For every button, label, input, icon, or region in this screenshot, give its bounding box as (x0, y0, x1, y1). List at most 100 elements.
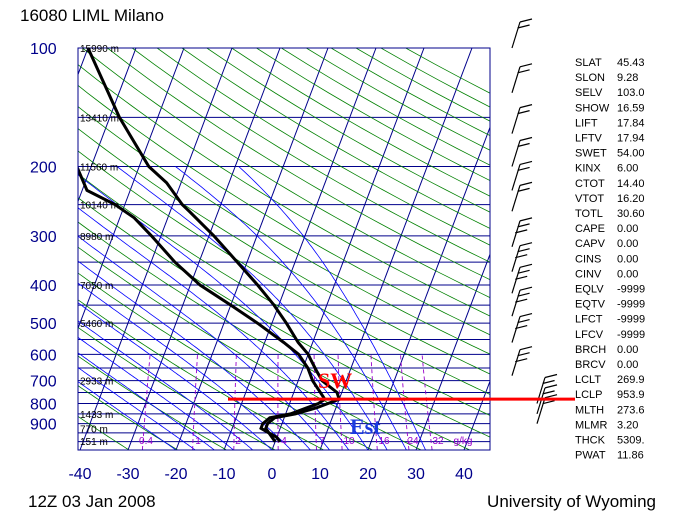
index-value: 3.20 (617, 419, 638, 431)
moist-adiabat (78, 282, 292, 450)
wind-barb-staff (511, 140, 521, 167)
temperature-tick-label: 10 (311, 466, 329, 483)
index-name: CAPV (575, 238, 606, 250)
height-label: 5460 m (80, 319, 113, 330)
wind-barb-feather (544, 384, 558, 389)
index-name: SLAT (575, 57, 602, 69)
wind-barb-feather (519, 263, 533, 268)
wind-barb (511, 217, 533, 248)
isotherm-line (367, 125, 490, 450)
index-value: 16.20 (617, 193, 645, 205)
wind-barb-feather (517, 24, 530, 29)
pressure-tick-label: 400 (30, 278, 57, 295)
index-value: 14.40 (617, 178, 645, 190)
index-name: TOTL (575, 208, 603, 220)
moist-adiabat (78, 260, 311, 450)
index-name: CTOT (575, 178, 605, 190)
wind-barb-feather (519, 181, 533, 186)
dry-adiabat (131, 48, 490, 263)
wind-barb-feather (519, 312, 533, 318)
mixing-ratio-label: 1 (195, 436, 201, 447)
moist-adiabat (78, 367, 196, 450)
index-value: 11.86 (617, 450, 644, 462)
mixing-ratio-label: 7 (319, 436, 325, 447)
index-name: BRCH (575, 344, 606, 356)
wind-barb-feather (542, 379, 555, 385)
wind-barb-staff (511, 316, 521, 343)
station-title: 16080 LIML Milano (20, 6, 164, 25)
wind-barb (511, 63, 533, 94)
wind-barb-feather (517, 69, 530, 74)
wind-barb-staff (511, 66, 521, 94)
index-value: 45.43 (617, 57, 645, 69)
isotherm-line (175, 48, 329, 450)
dry-adiabat (78, 84, 490, 336)
est-label: Est (350, 414, 381, 439)
isotherm-line (78, 48, 137, 203)
temperature-tick-label: 40 (455, 466, 473, 483)
pressure-tick-label: 200 (30, 160, 57, 177)
index-value: 17.94 (617, 133, 645, 145)
moist-adiabat (116, 166, 388, 450)
wind-barb-feather (515, 298, 528, 303)
wind-barb (511, 242, 533, 272)
index-value: -9999 (617, 299, 645, 311)
mixing-ratio-label: g/kg (454, 436, 473, 447)
index-name: SWET (575, 148, 607, 160)
isotherm-line (79, 48, 233, 450)
wind-barb-staff (536, 387, 546, 415)
dry-adiabat (78, 246, 422, 450)
index-value: 953.9 (617, 389, 645, 401)
dry-adiabat (206, 48, 490, 213)
indices-table: SLAT 45.43 SLON 9.28 SELV 103.0 SHOW 16.59 LIFT 1… (575, 57, 645, 462)
pressure-tick-label: 900 (30, 417, 57, 434)
wind-barb-staff (511, 21, 521, 49)
index-name: PWAT (575, 450, 606, 462)
wind-barb-feather (515, 324, 528, 330)
index-name: KINX (575, 163, 601, 175)
temperature-tick-label: 20 (359, 466, 377, 483)
footer-source: University of Wyoming (487, 492, 656, 511)
temperature-tick-label: -40 (68, 466, 91, 483)
temperature-tick-label: 0 (268, 466, 277, 483)
wind-barb-feather (544, 394, 558, 399)
dry-adiabat (78, 173, 490, 416)
wind-barb (536, 384, 558, 415)
moist-adiabat (78, 235, 330, 450)
index-value: 103.0 (617, 87, 645, 99)
index-value: 9.28 (617, 72, 638, 84)
wind-barb-feather (517, 223, 530, 228)
index-name: LCLT (575, 374, 601, 386)
wind-barb (511, 263, 533, 294)
isotherm-line (463, 379, 490, 450)
wind-barb (511, 181, 533, 212)
index-value: 17.84 (617, 117, 645, 129)
isotherm-line (271, 48, 425, 450)
dry-adiabat (78, 355, 227, 450)
height-label: 8980 m (80, 232, 113, 243)
moist-adiabat (78, 320, 254, 450)
wind-barb-feather (519, 217, 533, 222)
wind-barb-feather (519, 18, 533, 23)
wind-barb-feather (517, 110, 530, 115)
dry-adiabat (78, 64, 490, 317)
chart-grid (78, 48, 490, 450)
height-label: 7050 m (80, 281, 113, 292)
temperature-profile (86, 48, 342, 443)
index-value: 6.00 (617, 163, 638, 175)
height-label: 1433 m (80, 410, 113, 421)
index-name: CINV (575, 268, 602, 280)
wind-barb-staff (511, 245, 521, 272)
wind-barb-feather (519, 104, 533, 109)
dry-adiabat (78, 106, 490, 355)
wind-barb-staff (536, 397, 546, 424)
index-name: CAPE (575, 223, 605, 235)
index-value: -9999 (617, 314, 645, 326)
pressure-tick-label: 100 (30, 41, 57, 58)
height-label: 2933 m (80, 377, 113, 388)
mixing-ratio-label: 24 (407, 436, 419, 447)
isotherm-line (223, 48, 377, 450)
index-name: LIFT (575, 117, 598, 129)
dry-adiabat (78, 221, 470, 450)
